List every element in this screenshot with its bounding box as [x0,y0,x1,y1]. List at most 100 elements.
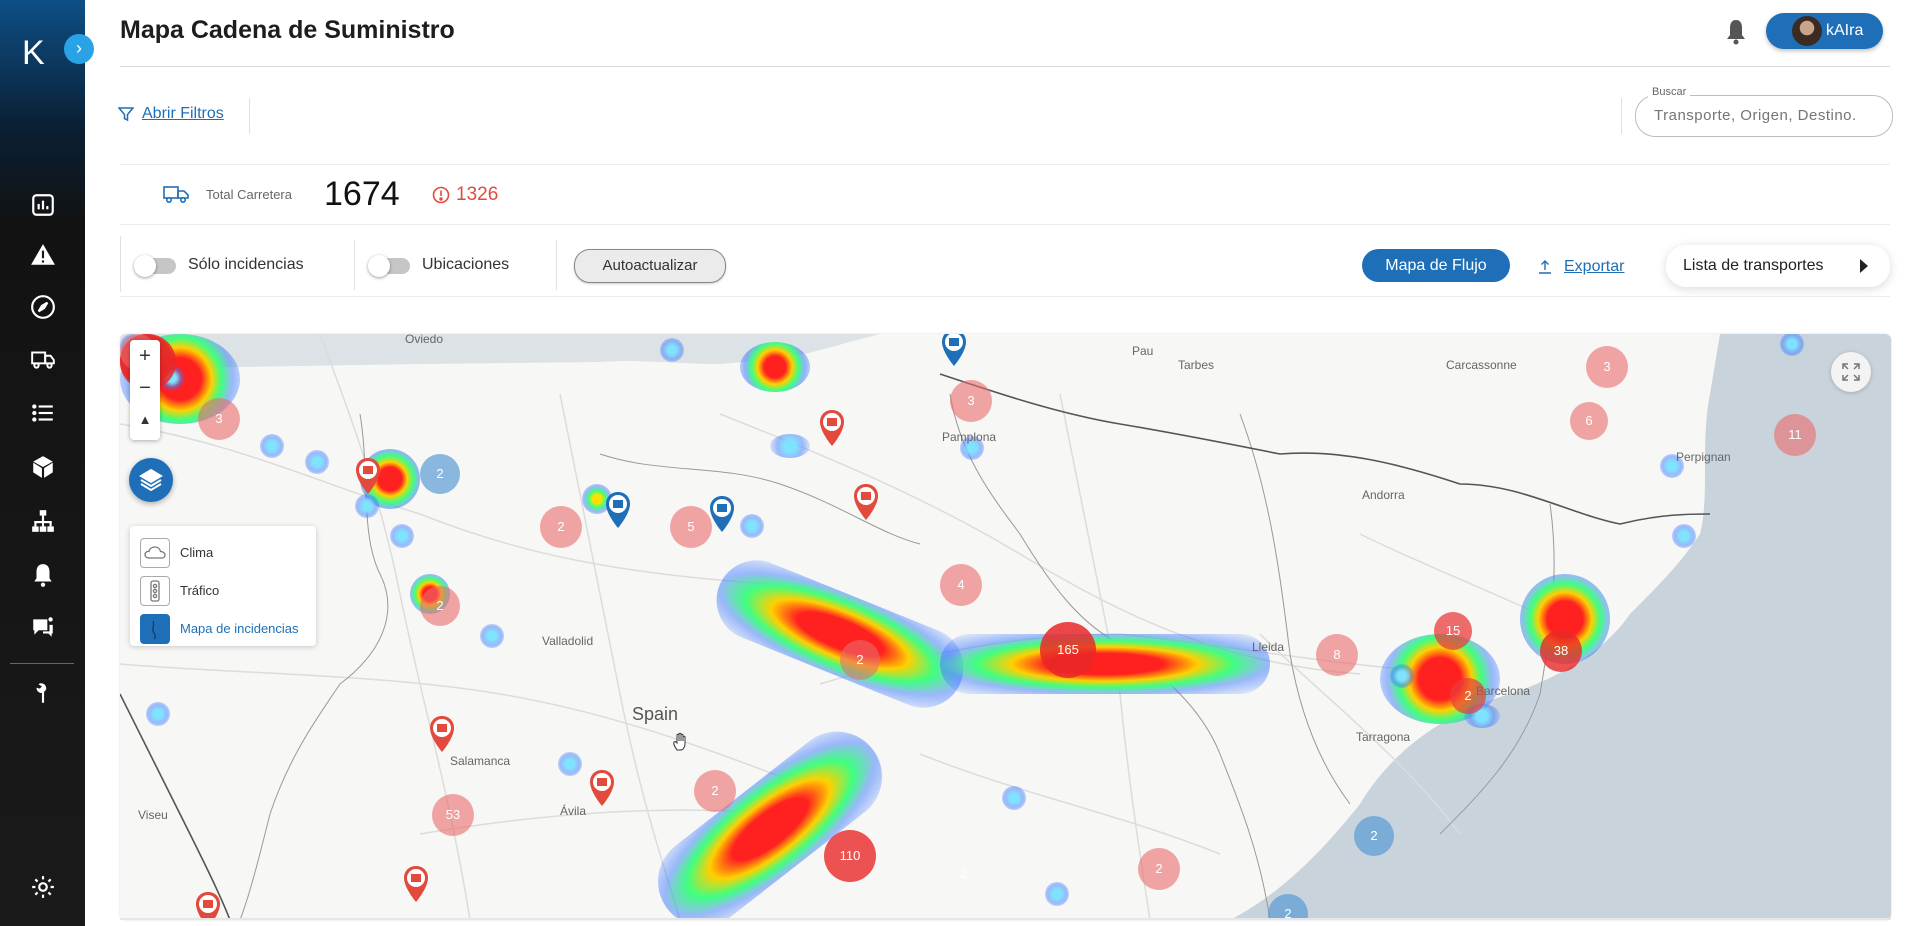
incident-heat [1660,454,1684,478]
cluster-marker[interactable]: 2 [840,640,880,680]
cluster-marker[interactable]: 8 [1316,634,1358,676]
cluster-marker[interactable]: 15 [1434,612,1472,650]
locations-toggle[interactable] [368,255,410,277]
flow-map-button[interactable]: Mapa de Flujo [1362,249,1510,282]
transport-alert-pin[interactable] [428,714,456,754]
place-label: Ávila [560,804,587,818]
box-icon [33,456,53,478]
user-menu-button[interactable]: kAIra [1766,13,1883,49]
sidebar-item-tools[interactable] [28,678,58,708]
transport-alert-pin[interactable] [588,768,616,808]
cluster-marker[interactable]: 11 [1774,414,1816,456]
cluster-marker[interactable]: 2 [420,586,460,626]
divider [1621,98,1622,134]
cluster-marker[interactable]: 53 [432,794,474,836]
alert-count-value: 1326 [456,184,499,205]
transport-pin[interactable] [940,334,968,368]
place-label: Perpignan [1676,450,1731,464]
total-road-value: 1674 [324,175,400,213]
sidebar-item-explore[interactable] [28,292,58,322]
expand-icon [1842,363,1860,381]
warning-icon [31,244,55,265]
sidebar-item-settings[interactable] [28,872,58,902]
cluster-marker[interactable]: 2 [1268,894,1308,920]
transport-alert-pin[interactable] [194,890,222,920]
truck-icon [163,186,189,204]
cluster-marker[interactable]: 2 [1354,816,1394,856]
cluster-marker[interactable]: 3 [950,380,992,422]
sidebar-item-notifications[interactable] [28,560,58,590]
sidebar-item-alerts[interactable] [28,240,58,270]
incident-heat [1002,786,1026,810]
only-incidents-toggle[interactable] [134,255,176,277]
cloud-icon [140,538,170,568]
layers-icon [139,468,163,492]
sidebar-item-dashboard[interactable] [28,190,58,220]
divider [249,98,250,134]
transport-alert-pin[interactable] [402,864,430,904]
transport-list-label: Lista de transportes [1683,257,1824,274]
autoupdate-button[interactable]: Autoactualizar [574,249,726,283]
locations-label: Ubicaciones [422,256,510,273]
divider [120,236,121,292]
cluster-marker[interactable]: 165 [1040,622,1096,678]
transport-alert-pin[interactable] [354,456,382,496]
fullscreen-button[interactable] [1831,352,1871,392]
reset-north-button[interactable]: ▲ [138,412,152,427]
transport-pin[interactable] [604,490,632,530]
cluster-marker[interactable]: 2 [1138,848,1180,890]
cluster-marker[interactable]: 3 [1586,346,1628,388]
layer-option-incident-map[interactable]: Mapa de incidencias [140,614,316,644]
toggle-knob [368,255,390,277]
incident-heat [1672,524,1696,548]
place-label: Viseu [138,808,168,822]
avatar [1792,16,1822,46]
cluster-marker[interactable]: 2 [540,506,582,548]
export-link[interactable]: Exportar [1538,258,1624,276]
notifications-bell-icon[interactable] [1724,18,1748,46]
cluster-marker[interactable]: 110 [824,830,876,882]
transport-alert-pin[interactable] [852,482,880,522]
sidebar-item-products[interactable] [28,452,58,482]
incident-map-icon [140,614,170,644]
gear-icon [32,876,54,898]
cluster-marker[interactable]: 4 [940,564,982,606]
cluster-marker[interactable]: 2 [1450,678,1486,714]
divider [556,240,557,290]
incident-heat [770,434,810,458]
incident-heat [1390,664,1414,688]
search-input[interactable] [1652,106,1886,125]
cluster-marker[interactable]: 2 [420,454,460,494]
incident-heat [260,434,284,458]
layers-panel: Clima Tráfico Mapa de incidencias [130,526,316,646]
zoom-out-button[interactable]: − [139,377,151,399]
app-logo[interactable]: K [22,34,45,72]
incident-heat [390,524,414,548]
transport-alert-pin[interactable] [818,408,846,448]
supply-chain-map[interactable]: Oviedo Pau Tarbes Carcassonne Pamplona P… [120,334,1891,920]
cluster-marker[interactable]: 3 [198,398,240,440]
only-incidents-label: Sólo incidencias [188,256,304,273]
cluster-marker[interactable]: 6 [1570,402,1608,440]
sidebar-item-chat[interactable] [28,612,58,642]
row-divider [120,296,1890,297]
transport-pin[interactable] [708,494,736,534]
open-filters-link[interactable]: Abrir Filtros [118,105,224,123]
sidebar-expand-button[interactable]: › [64,34,94,64]
zoom-in-button[interactable]: + [139,345,151,367]
incident-heat [960,436,984,460]
bar-chart-icon [32,194,54,216]
transport-list-button[interactable]: Lista de transportes [1666,245,1890,287]
sidebar-item-lists[interactable] [28,398,58,428]
cluster-marker[interactable]: 5 [670,506,712,548]
sidebar-item-network[interactable] [28,506,58,536]
cluster-marker[interactable]: 2 [694,770,736,812]
sidebar: K › [0,0,94,926]
layer-option-traffic[interactable]: Tráfico [140,576,316,606]
sidebar-item-transports[interactable] [28,344,58,374]
cluster-marker[interactable]: 38 [1540,630,1582,672]
search-field[interactable] [1635,95,1893,137]
alert-count[interactable]: 1326 [432,184,498,206]
layers-button[interactable] [129,458,173,502]
layer-option-weather[interactable]: Clima [140,538,316,568]
